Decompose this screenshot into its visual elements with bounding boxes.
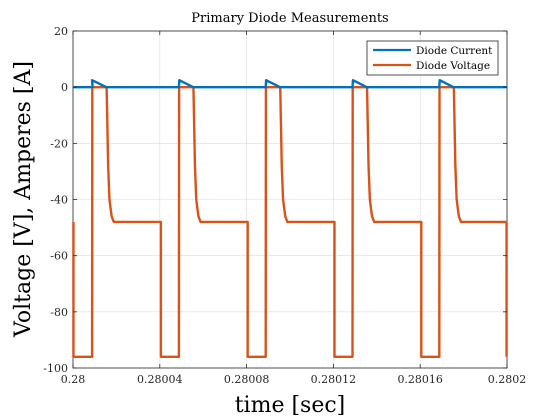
x-tick-label: 0.28: [61, 373, 86, 386]
series-layer: [72, 78, 508, 358]
tick-layer: 0.28 0.28004 0.28008 0.28012 0.28016 0.2802 -1…: [43, 25, 526, 386]
x-tick-label: 0.28012: [311, 373, 357, 386]
x-tick-label: 0.2802: [488, 373, 527, 386]
legend-label-diode-voltage: Diode Voltage: [416, 60, 490, 72]
series-line-diode-current: [73, 78, 507, 89]
y-tick-label: 20: [54, 25, 68, 38]
y-tick-label: -20: [50, 137, 68, 150]
chart-title: Primary Diode Measurements: [191, 11, 388, 26]
y-tick-label: -80: [50, 306, 68, 319]
legend: Diode Current Diode Voltage: [366, 40, 499, 76]
legend-label-diode-current: Diode Current: [416, 45, 493, 57]
y-tick-label: 0: [61, 81, 68, 94]
legend-box: [366, 40, 499, 76]
series-line-diode-voltage: [72, 85, 508, 358]
x-tick-label: 0.28008: [224, 373, 270, 386]
x-tick-label: 0.28016: [397, 373, 443, 386]
y-tick-label: -40: [50, 194, 68, 207]
x-axis-label: time [sec]: [235, 393, 346, 418]
y-tick-label: -60: [50, 250, 68, 263]
x-tick-label: 0.28004: [137, 373, 183, 386]
y-tick-label: -100: [43, 362, 68, 375]
y-axis-label: Voltage [V], Amperes [A]: [11, 61, 36, 338]
